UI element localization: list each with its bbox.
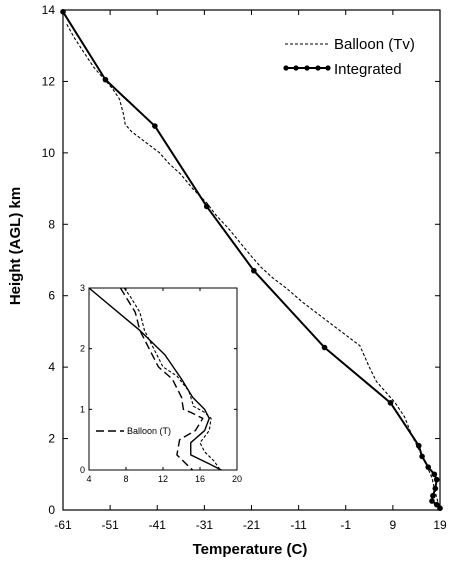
- inset-annotation-label: Balloon (T): [127, 426, 171, 436]
- inset-x-tick-label: 8: [123, 474, 128, 484]
- inset-x-tick-label: 12: [158, 474, 168, 484]
- data-point: [60, 8, 66, 15]
- main-axis-titles: Temperature (C) Height (AGL) km: [7, 187, 307, 558]
- data-point: [152, 123, 158, 129]
- y-axis-title: Height (AGL) km: [7, 187, 24, 305]
- inset-series-balloon-tv: [123, 287, 221, 471]
- data-point: [102, 76, 109, 83]
- legend-marker: [293, 65, 299, 71]
- data-point: [433, 476, 440, 483]
- inset-y-tick-label: 0: [80, 465, 85, 475]
- data-point: [431, 471, 438, 478]
- x-tick-label: -61: [54, 518, 72, 532]
- data-point: [419, 453, 425, 460]
- data-point: [387, 400, 394, 406]
- inset-annotation: Balloon (T): [96, 426, 171, 436]
- inset-x-tick-label: 16: [195, 474, 205, 484]
- series-balloon-tv: [66, 24, 441, 511]
- x-tick-label: -41: [149, 518, 167, 532]
- inset-y-tick-label: 1: [80, 404, 85, 414]
- inset-x-tick-label: 4: [86, 474, 91, 484]
- legend-label-balloon-tv: Balloon (Tv): [334, 36, 415, 53]
- y-tick-label: 6: [48, 289, 55, 303]
- data-point: [430, 492, 436, 499]
- data-point: [433, 501, 440, 508]
- data-point: [415, 442, 422, 449]
- legend-marker: [325, 65, 331, 71]
- x-tick-label: -1: [340, 518, 351, 532]
- x-tick-label: -11: [290, 518, 307, 532]
- inset-plot-frame: [88, 287, 238, 471]
- inset-series-balloon-t: [119, 287, 204, 471]
- data-point: [425, 464, 432, 470]
- data-point: [429, 498, 435, 504]
- data-point: [203, 203, 210, 210]
- inset-y-tick-label: 3: [80, 283, 85, 293]
- y-tick-label: 12: [42, 74, 56, 88]
- legend-label-integrated: Integrated: [334, 61, 402, 78]
- y-tick-label: 10: [42, 146, 56, 160]
- legend-marker: [304, 65, 310, 71]
- x-tick-label: -21: [243, 518, 261, 532]
- legend-marker: [315, 65, 321, 71]
- data-point: [432, 485, 439, 492]
- x-tick-label: -31: [196, 518, 214, 532]
- y-tick-label: 0: [48, 503, 55, 517]
- inset-x-tick-label: 20: [232, 474, 242, 484]
- x-tick-label: -51: [101, 518, 119, 532]
- inset-y-tick-label: 2: [80, 344, 85, 354]
- legend: Balloon (Tv) Integrated: [283, 36, 415, 78]
- data-point: [251, 267, 257, 274]
- x-tick-label: 9: [390, 518, 397, 532]
- x-axis-title: Temperature (C): [193, 541, 308, 558]
- y-tick-label: 2: [48, 432, 55, 446]
- data-point: [437, 505, 443, 512]
- y-tick-label: 8: [48, 217, 55, 231]
- data-point: [321, 344, 328, 351]
- y-tick-label: 4: [48, 360, 55, 374]
- x-tick-label: 19: [433, 518, 447, 532]
- y-tick-label: 14: [42, 3, 56, 17]
- legend-marker: [283, 65, 289, 71]
